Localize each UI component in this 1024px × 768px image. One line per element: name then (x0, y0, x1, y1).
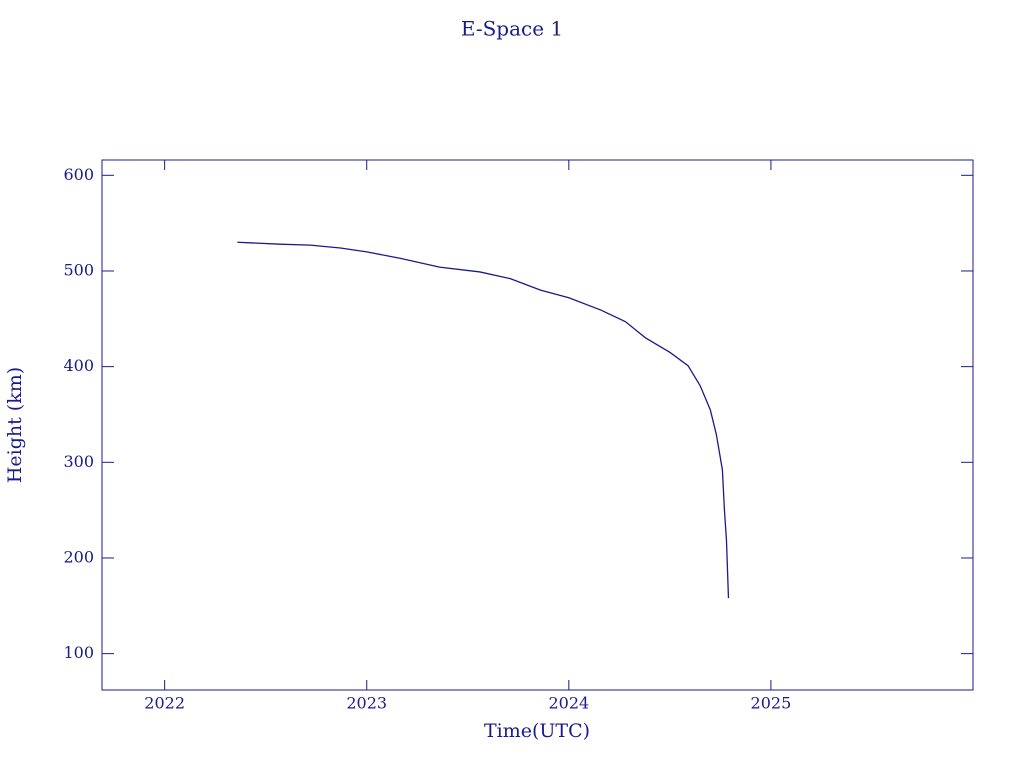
y-tick-label: 400 (63, 356, 94, 375)
x-tick-label: 2023 (346, 694, 387, 713)
plot-frame (101, 159, 974, 691)
x-tick-label: 2025 (751, 694, 792, 713)
y-tick-label: 600 (63, 165, 94, 184)
y-tick-label: 100 (63, 643, 94, 662)
x-tick-label: 2024 (548, 694, 589, 713)
y-tick-label: 500 (63, 260, 94, 279)
data-line (237, 241, 730, 599)
y-tick-label: 200 (63, 547, 94, 566)
y-tick-label: 300 (63, 452, 94, 471)
chart-title: E-Space 1 (461, 17, 563, 41)
x-axis-label: Time(UTC) (484, 720, 590, 742)
x-tick-label: 2022 (144, 694, 185, 713)
y-axis-label: Height (km) (4, 367, 26, 483)
